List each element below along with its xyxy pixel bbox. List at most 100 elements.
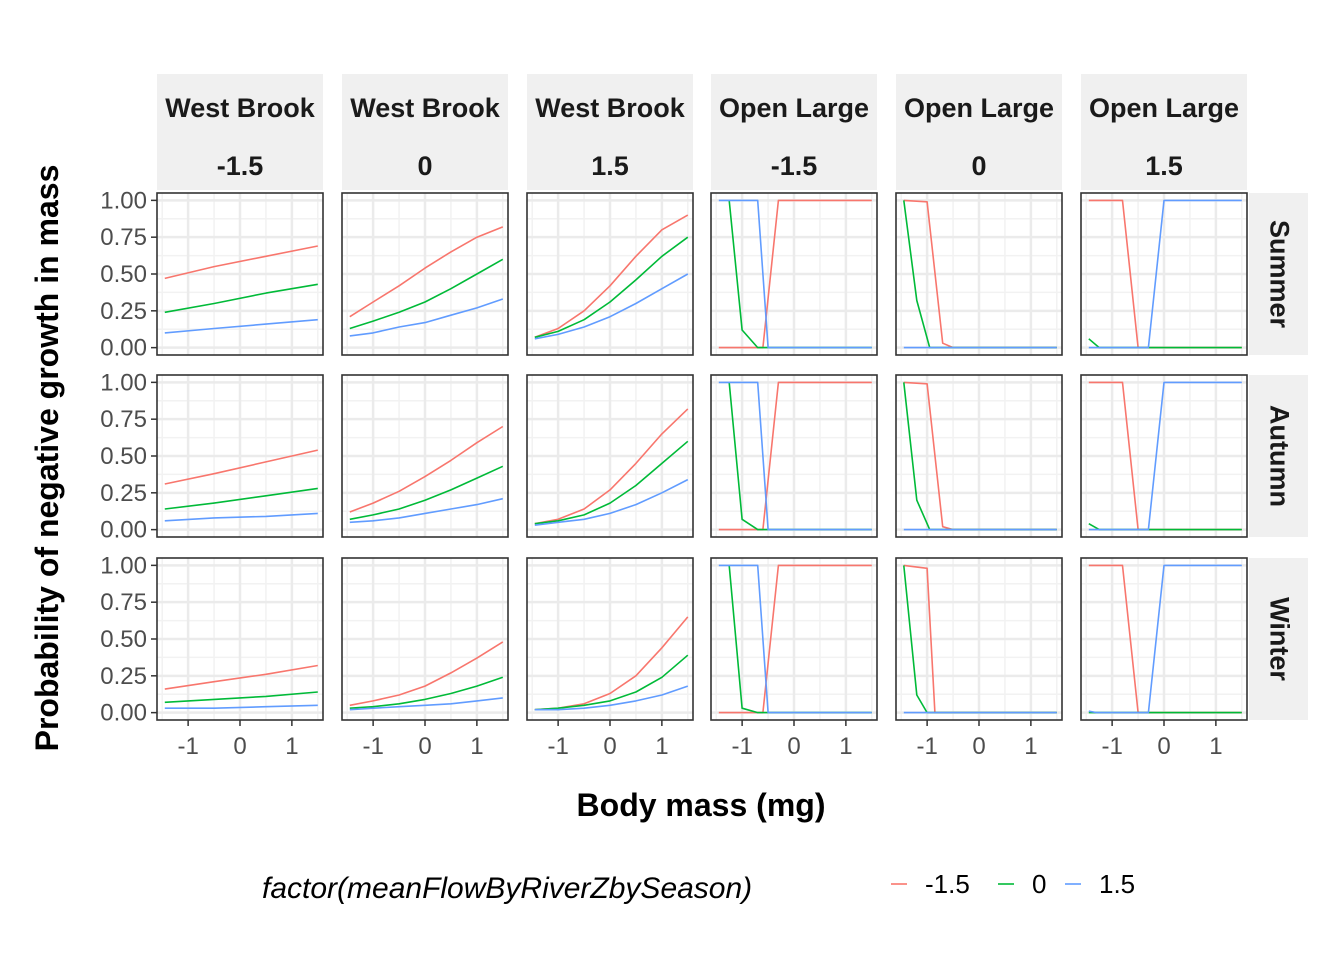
series-line--1.5 <box>534 214 689 339</box>
series-line-1.5 <box>718 381 872 531</box>
x-tick-label: 1 <box>655 733 668 760</box>
column-strip: Open Large 1.5 <box>1081 74 1247 190</box>
row-strip: Summer <box>1249 193 1308 355</box>
panel-border <box>526 192 694 356</box>
series-line-1.5 <box>1088 381 1242 531</box>
x-tick-label: -1 <box>547 733 568 760</box>
column-strip-label-line1: West Brook <box>165 93 316 123</box>
x-tick-label: 1 <box>1209 733 1222 760</box>
legend-item: -1.5 <box>891 869 970 899</box>
legend-label: -1.5 <box>925 869 970 899</box>
series-line-0 <box>164 283 318 314</box>
row-strip-label: Winter <box>1265 597 1295 681</box>
y-tick-label: 0.25 <box>100 480 147 507</box>
facet-panel <box>526 192 694 356</box>
x-tick-label: 1 <box>285 733 298 760</box>
column-strip: Open Large 0 <box>896 74 1062 190</box>
series-line-1.5 <box>534 685 689 711</box>
panel-border <box>710 192 878 356</box>
series-line-0 <box>164 691 318 704</box>
column-strip: West Brook 1.5 <box>527 74 693 190</box>
y-tick-label: 0.25 <box>100 663 147 690</box>
facet-panel <box>156 557 324 721</box>
column-strip: West Brook 0 <box>342 74 508 190</box>
x-tick-label: 0 <box>603 733 616 760</box>
legend-keys: -1.5 0 1.5 <box>891 869 1135 899</box>
column-strip-label-line1: West Brook <box>350 93 501 123</box>
series-line-1.5 <box>1088 564 1242 714</box>
facet-panel <box>341 374 509 538</box>
series-line-1.5 <box>718 199 872 349</box>
y-tick-label: 0.75 <box>100 589 147 616</box>
column-strip-background <box>711 74 877 190</box>
row-strip-background <box>1249 558 1308 720</box>
column-strip-background <box>342 74 508 190</box>
panel-border <box>710 374 878 538</box>
series-line--1.5 <box>718 199 872 349</box>
panel-border <box>341 374 509 538</box>
column-strip-label-line2: -1.5 <box>217 151 264 181</box>
facet-panel <box>895 192 1063 356</box>
facet-panel <box>710 374 878 538</box>
column-strip-background <box>1081 74 1247 190</box>
column-strip-label-line2: 1.5 <box>591 151 629 181</box>
series-line-1.5 <box>349 697 503 711</box>
axes-layer: 0.00 0.25 0.50 0.75 1.00 0.00 0.25 0.50 0.75 1.00… <box>100 187 1222 760</box>
facet-panel <box>156 192 324 356</box>
column-strip-label-line2: 1.5 <box>1145 151 1183 181</box>
y-tick-label: 0.25 <box>100 298 147 325</box>
series-line-1.5 <box>718 564 872 714</box>
x-tick-label: 0 <box>1157 733 1170 760</box>
legend-label: 1.5 <box>1099 869 1135 899</box>
series-line-1.5 <box>349 298 504 337</box>
series-line--1.5 <box>164 245 318 280</box>
series-line--1.5 <box>349 641 504 707</box>
column-strip-label-line2: -1.5 <box>771 151 818 181</box>
x-tick-label: 0 <box>972 733 985 760</box>
column-strip-label-line2: 0 <box>971 151 986 181</box>
column-strip-label-line1: Open Large <box>1089 93 1239 123</box>
panel-border <box>1080 192 1248 356</box>
y-tick-label: 0.00 <box>100 517 147 544</box>
facet-panel <box>526 557 694 721</box>
column-strip: Open Large -1.5 <box>711 74 877 190</box>
panel-border <box>1080 374 1248 538</box>
facet-panel <box>895 557 1063 721</box>
y-tick-label: 0.50 <box>100 443 147 470</box>
panel-border <box>895 192 1063 356</box>
series-line-1.5 <box>164 512 318 522</box>
series-line--1.5 <box>164 664 318 690</box>
column-strip-label-line2: 0 <box>417 151 432 181</box>
column-strip-label-line1: Open Large <box>719 93 869 123</box>
facet-panel <box>156 374 324 538</box>
series-line--1.5 <box>718 564 872 714</box>
series-line-1.5 <box>164 318 318 334</box>
series-line-0 <box>534 236 689 339</box>
series-line--1.5 <box>164 449 318 485</box>
series-line-1.5 <box>534 273 689 340</box>
series-line-1.5 <box>1088 199 1242 349</box>
column-strip: West Brook -1.5 <box>157 74 323 190</box>
legend-item: 0 <box>998 869 1046 899</box>
row-strip: Autumn <box>1249 375 1308 537</box>
facet-panel <box>341 557 509 721</box>
series-line-0 <box>534 654 689 711</box>
y-axis-title: Probability of negative growth in mass <box>29 165 65 752</box>
facet-panel <box>341 192 509 356</box>
series-line-0 <box>534 440 689 525</box>
series-line-0 <box>349 676 504 709</box>
x-tick-label: -1 <box>362 733 383 760</box>
facet-panel <box>526 374 694 538</box>
y-tick-label: 0.00 <box>100 700 147 727</box>
y-tick-label: 0.75 <box>100 224 147 251</box>
facet-panel <box>1080 557 1248 721</box>
row-strip: Winter <box>1249 558 1308 720</box>
row-strip-background <box>1249 375 1308 537</box>
series-line--1.5 <box>349 425 504 513</box>
y-tick-label: 0.50 <box>100 626 147 653</box>
x-tick-label: -1 <box>177 733 198 760</box>
series-line-1.5 <box>349 497 503 524</box>
column-strip-label-line1: West Brook <box>535 93 686 123</box>
y-tick-label: 0.00 <box>100 335 147 362</box>
